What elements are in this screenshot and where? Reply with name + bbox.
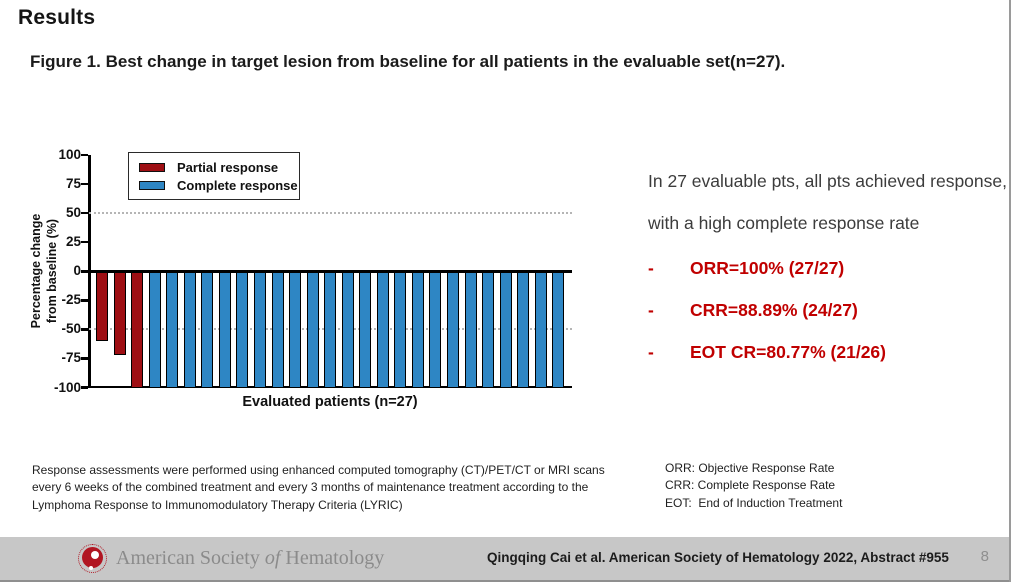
- y-tick-label-50: 50: [65, 205, 81, 221]
- bullet-orr-text: ORR=100% (27/27): [690, 257, 845, 278]
- legend-swatch-complete-response: [139, 181, 165, 190]
- y-tick-mark-50: [81, 211, 88, 215]
- page-title: Results: [18, 6, 96, 29]
- abbr-orr: ORR: Objective Response Rate: [665, 461, 835, 475]
- y-tick-label--75: -75: [61, 350, 81, 366]
- bar-patient-5-complete: [166, 271, 179, 388]
- bar-patient-22-complete: [464, 271, 477, 388]
- bar-patient-3-partial: [131, 271, 144, 388]
- bar-patient-18-complete: [394, 271, 407, 388]
- summary-paragraph: In 27 evaluable pts, all pts achieved re…: [648, 171, 1007, 234]
- y-tick-label--25: -25: [61, 292, 81, 308]
- bar-patient-10-complete: [253, 271, 266, 388]
- y-tick-label--100: -100: [53, 379, 81, 395]
- y-tick-mark--100: [81, 386, 88, 389]
- chart-legend: Partial response Complete response: [128, 152, 300, 200]
- reference-line-50: [89, 212, 572, 215]
- zero-baseline: [88, 269, 572, 273]
- bar-patient-14-complete: [324, 271, 337, 388]
- legend-item-partial-response: Partial response: [139, 160, 289, 175]
- ash-logo-text: American Society of Hematology: [116, 547, 384, 570]
- bar-patient-11-complete: [271, 271, 284, 388]
- y-tick-mark-75: [81, 182, 88, 186]
- bar-patient-19-complete: [411, 271, 424, 388]
- bar-patient-2-partial: [113, 271, 126, 355]
- ash-logo-icon: [78, 544, 107, 573]
- footer-bar: American Society of Hematology Qingqing Ca…: [0, 537, 1009, 582]
- bar-patient-17-complete: [376, 271, 389, 388]
- figure-chart: Percentage change from baseline (%) Part…: [29, 140, 622, 428]
- legend-swatch-partial-response: [139, 163, 165, 172]
- y-tick-mark-25: [81, 240, 88, 244]
- y-tick-label-25: 25: [65, 234, 81, 250]
- bar-patient-24-complete: [499, 271, 512, 388]
- figure-caption: Figure 1. Best change in target lesion f…: [30, 52, 786, 71]
- y-tick-mark-100: [81, 153, 88, 157]
- abbr-eot: EOT: End of Induction Treatment: [665, 495, 843, 510]
- bar-patient-23-complete: [482, 271, 495, 388]
- footnote-abbreviations: ORR: Objective Response Rate CRR: Comple…: [665, 460, 995, 512]
- bullet-orr: - ORR=100% (27/27): [648, 257, 1009, 300]
- bar-patient-9-complete: [236, 271, 249, 388]
- bullet-eot-cr-text: EOT CR=80.77% (21/26): [690, 341, 886, 362]
- bullet-dash: -: [648, 299, 654, 320]
- bar-patient-1-partial: [96, 271, 108, 341]
- abbr-crr: CRR: Complete Response Rate: [665, 478, 836, 493]
- citation: Qingqing Cai et al. American Society of …: [487, 550, 949, 565]
- summary-bullets: - ORR=100% (27/27) - CRR=88.89% (24/27) …: [648, 257, 1009, 384]
- bar-patient-8-complete: [218, 271, 231, 388]
- logo-text-post: Hematology: [285, 547, 385, 569]
- x-axis-title: Evaluated patients (n=27): [242, 394, 418, 410]
- bar-patient-4-complete: [148, 271, 161, 388]
- y-tick-mark--75: [81, 357, 88, 360]
- logo-text-pre: American Society: [116, 547, 260, 569]
- bar-patient-6-complete: [183, 271, 196, 388]
- bar-patient-12-complete: [289, 271, 302, 388]
- bar-patient-20-complete: [429, 271, 442, 388]
- page-number: 8: [980, 548, 989, 565]
- bar-patient-25-complete: [517, 271, 530, 388]
- bullet-crr: - CRR=88.89% (24/27): [648, 299, 1009, 342]
- bar-patient-16-complete: [359, 271, 372, 388]
- legend-item-complete-response: Complete response: [139, 178, 298, 193]
- bar-patient-13-complete: [306, 271, 319, 388]
- bar-patient-26-complete: [534, 271, 547, 388]
- bar-patient-21-complete: [447, 271, 459, 388]
- bar-patient-27-complete: [552, 271, 565, 388]
- y-tick-mark-0: [81, 270, 88, 273]
- bar-patient-7-complete: [201, 271, 214, 388]
- footnote-methods: Response assessments were performed usin…: [32, 463, 605, 512]
- y-tick-mark--25: [81, 299, 88, 302]
- y-tick-label-100: 100: [58, 147, 81, 162]
- y-tick-label-75: 75: [65, 176, 81, 192]
- bullet-eot-cr: - EOT CR=80.77% (21/26): [648, 341, 1009, 384]
- legend-label-partial-response: Partial response: [177, 160, 279, 175]
- ash-logo: American Society of Hematology: [78, 544, 384, 573]
- y-tick-mark--50: [81, 328, 88, 331]
- bullet-crr-text: CRR=88.89% (24/27): [690, 299, 858, 320]
- bar-patient-15-complete: [341, 271, 354, 388]
- bullet-dash: -: [648, 257, 654, 278]
- summary-block: In 27 evaluable pts, all pts achieved re…: [648, 160, 1009, 384]
- legend-label-complete-response: Complete response: [177, 178, 298, 193]
- y-tick-label-0: 0: [73, 263, 81, 279]
- y-tick-label--50: -50: [61, 321, 81, 337]
- logo-text-of: of: [264, 547, 281, 569]
- bullet-dash: -: [648, 341, 654, 362]
